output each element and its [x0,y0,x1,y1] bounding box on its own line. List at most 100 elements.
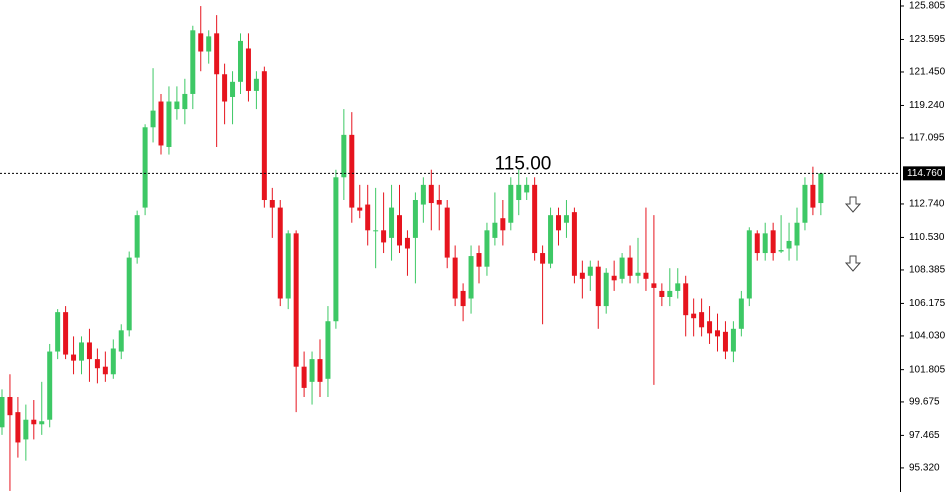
candle-body [404,237,410,249]
candle-body [381,230,387,243]
candle-body [110,348,116,375]
candle-body [667,290,673,297]
candle-body [476,253,482,267]
candle-body [63,312,69,355]
candle-body [309,359,315,382]
candle-body [420,184,426,205]
candle-body [357,207,363,211]
candle-body [715,330,720,337]
candle-body [540,253,546,264]
candle-body [818,173,824,204]
y-tick-label: 110.530 [909,232,945,243]
candle-body [508,184,514,223]
y-tick-label: 95.320 [909,463,940,474]
y-tick-label: 108.385 [909,265,946,276]
candle-body [524,184,530,193]
current-price-box [903,166,945,181]
candle-body [810,184,816,208]
candle-body [635,272,641,276]
candle-body [707,321,713,334]
candle-body [675,283,681,291]
candle-body [627,257,633,276]
candle-body [293,233,299,367]
candle-body [460,290,466,307]
candle-body [277,207,283,299]
candle-body [571,212,577,276]
candle-body [794,222,800,246]
candle-body [436,200,442,205]
candle-body [39,421,45,425]
candle-body [102,366,108,375]
y-tick-label: 125.805 [909,1,946,12]
candle-body [174,101,180,110]
candle-body [333,177,339,322]
candle-body [269,200,275,208]
candle-body [492,222,498,238]
y-tick-label: 97.465 [909,430,940,441]
candle-body [516,184,522,201]
candle-body [802,184,808,223]
candle-body [166,101,172,147]
candle-body [230,81,236,97]
candle-body [341,134,347,178]
candle-body [659,290,665,297]
candle-body [47,351,53,420]
candle-body [325,321,331,379]
candle-body [238,40,243,82]
candle-body [619,257,625,279]
candle-body [651,283,657,288]
candle-body [373,230,379,232]
candle-body [730,328,736,352]
candle-body [7,396,13,416]
candle-body [253,78,259,91]
candle-body [579,272,585,279]
candle-body [94,359,100,369]
candle-body [349,134,355,208]
candle-body [683,283,689,316]
candle-body [71,354,77,361]
y-tick-label: 101.805 [909,364,946,375]
candle-body [182,93,188,110]
y-tick-label: 123.595 [909,34,946,45]
y-tick-label: 119.240 [909,100,945,111]
y-tick-label: 99.675 [909,397,940,408]
candle-body [548,215,554,264]
candle-body [778,250,784,252]
level-label: 115.00 [495,153,552,174]
candle-body [484,230,490,267]
candle-body [55,312,61,352]
candle-body [389,207,395,238]
candle-body [301,366,307,388]
candle-body [563,215,569,223]
candle-body [611,275,617,281]
y-tick-label: 104.030 [909,331,946,342]
candle-body [15,412,21,443]
candle-body [317,359,323,382]
candle-body [126,257,132,331]
candle-body [738,298,744,329]
candle-body [452,257,458,299]
y-tick-label: 121.450 [909,67,946,78]
current-price-label: 114.760 [907,168,943,179]
candle-body [595,266,601,307]
candle-body [222,74,228,102]
candle-body [0,396,5,428]
candle-body [134,215,140,258]
candle-body [397,215,402,246]
candle-body [770,230,776,254]
candle-body [158,101,164,146]
candle-body [245,48,251,91]
candle-body [31,419,37,425]
candle-body [754,233,760,254]
candle-body [691,313,697,319]
candle-body [532,184,538,254]
down-arrow-icon [844,255,862,272]
candle-body [285,233,291,299]
y-tick-label: 106.175 [909,298,946,309]
candle-body [556,215,561,231]
candle-body [150,110,156,128]
candle-body [261,71,267,201]
candle-body [643,272,649,279]
